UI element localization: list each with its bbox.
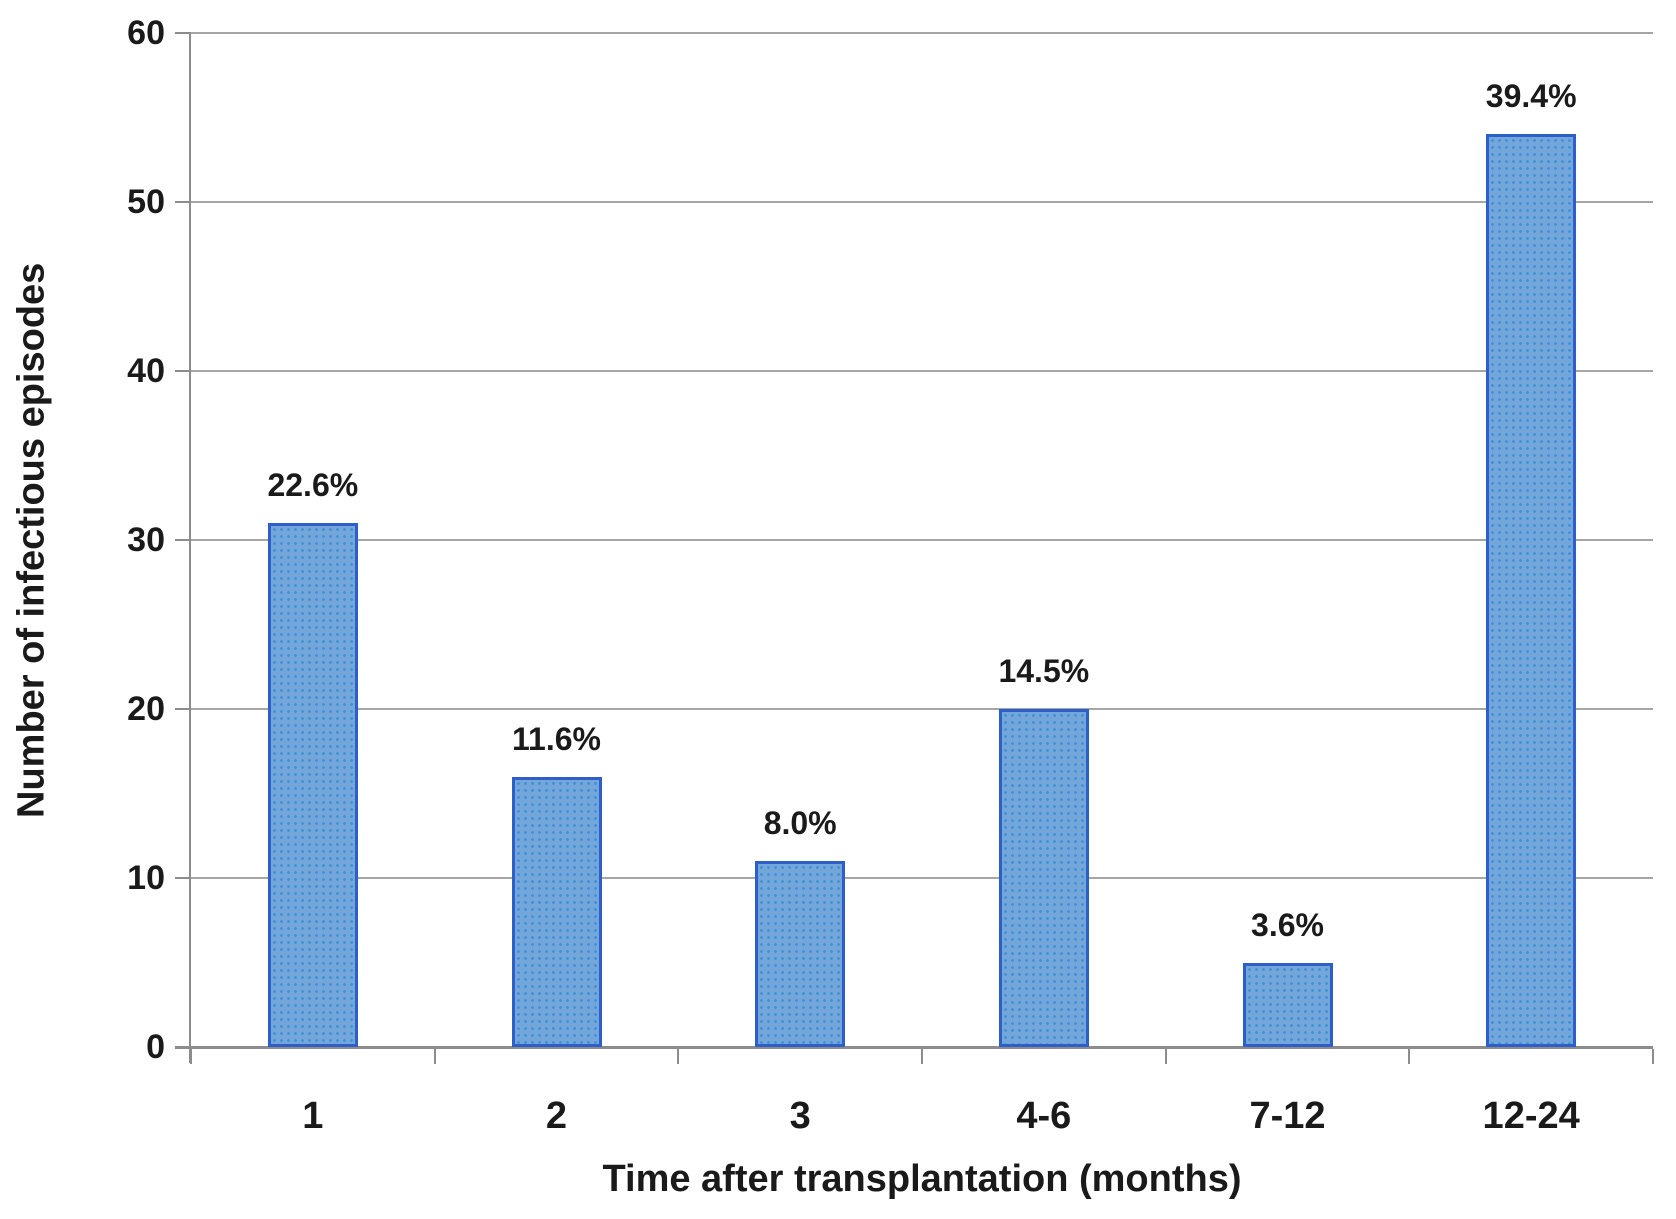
y-axis-tick: [175, 877, 191, 880]
bar-value-label: 39.4%: [1485, 78, 1577, 115]
x-tick-label: 1: [302, 1095, 324, 1137]
bar: [998, 709, 1089, 1047]
bar: [511, 776, 602, 1047]
gridline: [191, 877, 1653, 880]
bar-value-label: 3.6%: [1251, 906, 1324, 943]
x-axis-line: [175, 1046, 1653, 1049]
x-axis-tick: [433, 1049, 436, 1064]
x-axis-tick: [1652, 1049, 1654, 1064]
y-axis-tick: [175, 539, 191, 541]
gridline: [191, 32, 1653, 34]
y-tick-label: 40: [127, 352, 165, 390]
bar: [755, 861, 846, 1047]
y-axis-title: Number of infectious episodes: [10, 262, 53, 818]
x-tick-label: 3: [789, 1095, 811, 1137]
bar: [1242, 962, 1333, 1047]
bar: [267, 523, 358, 1047]
y-tick-label: 60: [127, 14, 165, 52]
y-tick-label: 0: [146, 1028, 165, 1066]
bar-value-label: 11.6%: [512, 720, 601, 757]
y-axis-tick: [175, 32, 191, 34]
x-tick-label: 4-6: [1016, 1095, 1072, 1137]
y-tick-label: 30: [127, 521, 165, 559]
y-tick-label: 50: [127, 183, 165, 221]
gridline: [191, 370, 1653, 373]
x-tick-label: 2: [545, 1095, 568, 1137]
bar: [1486, 134, 1577, 1047]
gridline: [191, 708, 1653, 711]
x-tick-label: 7-12: [1249, 1095, 1326, 1137]
x-axis-title: Time after transplantation (months): [602, 1158, 1242, 1200]
gridline: [191, 539, 1653, 541]
x-axis-tick: [1408, 1049, 1411, 1064]
bar-value-label: 14.5%: [998, 653, 1090, 690]
y-axis-tick: [175, 708, 191, 711]
y-tick-label: 10: [127, 859, 165, 897]
x-axis-tick: [677, 1049, 680, 1064]
gridline: [191, 201, 1653, 203]
y-tick-label: 20: [127, 690, 165, 728]
x-axis-tick: [190, 1049, 192, 1064]
bar-value-label: 8.0%: [763, 805, 837, 842]
bar-value-label: 22.6%: [267, 467, 359, 504]
y-axis-tick: [175, 370, 191, 373]
plot-area: 0 10 20 30 40 50 60 22.6% 1 11.6% 2 8.0% 3 14.5% 4-6 3.…: [127, 16, 1654, 1135]
x-axis-tick: [1164, 1049, 1167, 1064]
y-axis-tick: [175, 201, 191, 203]
x-axis-tick: [921, 1049, 923, 1064]
y-axis-line: [189, 33, 191, 1063]
x-tick-label: 12-24: [1482, 1095, 1580, 1137]
